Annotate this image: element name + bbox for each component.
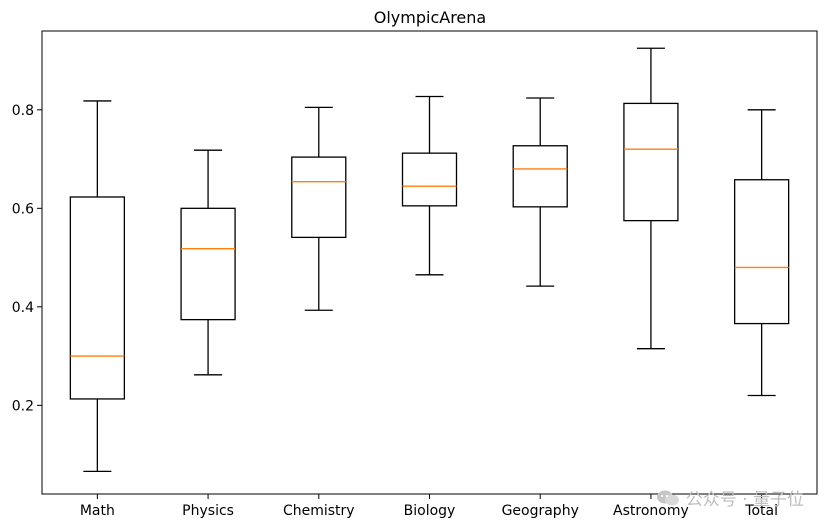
box-total [733, 109, 790, 397]
iqr-box [291, 156, 347, 239]
iqr-box [623, 102, 679, 222]
y-tick-label: 0.8 [12, 103, 34, 119]
boxes-layer [69, 47, 790, 472]
iqr-box [180, 207, 236, 321]
box-astronomy [623, 47, 679, 350]
x-tick-label: Geography [502, 503, 579, 519]
box-geography [512, 97, 568, 287]
iqr-box [733, 179, 790, 325]
y-tick-label: 0.4 [12, 300, 34, 316]
x-tick-label: Math [80, 503, 115, 519]
x-tick-label: Total [744, 503, 778, 519]
watermark: 公众号 · 量子位 [656, 485, 804, 510]
y-tick-label: 0.6 [12, 201, 34, 217]
box-math [69, 100, 126, 472]
chart-title: OlympicArena [374, 8, 486, 27]
wechat-icon [656, 490, 679, 505]
x-tick-label: Biology [404, 503, 456, 519]
iqr-box [512, 145, 568, 208]
box-chemistry [291, 106, 347, 311]
box-physics [180, 149, 236, 376]
x-tick-label: Physics [182, 503, 234, 519]
axes-layer: 0.2 0.4 0.6 0.8 Math Physics Chemistry Biology G… [12, 103, 778, 519]
y-tick-label: 0.2 [12, 398, 34, 414]
iqr-box [401, 152, 458, 207]
iqr-box [69, 196, 126, 400]
box-biology [401, 95, 458, 276]
x-tick-label: Astronomy [613, 503, 689, 519]
x-tick-label: Chemistry [283, 503, 355, 519]
watermark-text: 公众号 · 量子位 [685, 490, 804, 510]
